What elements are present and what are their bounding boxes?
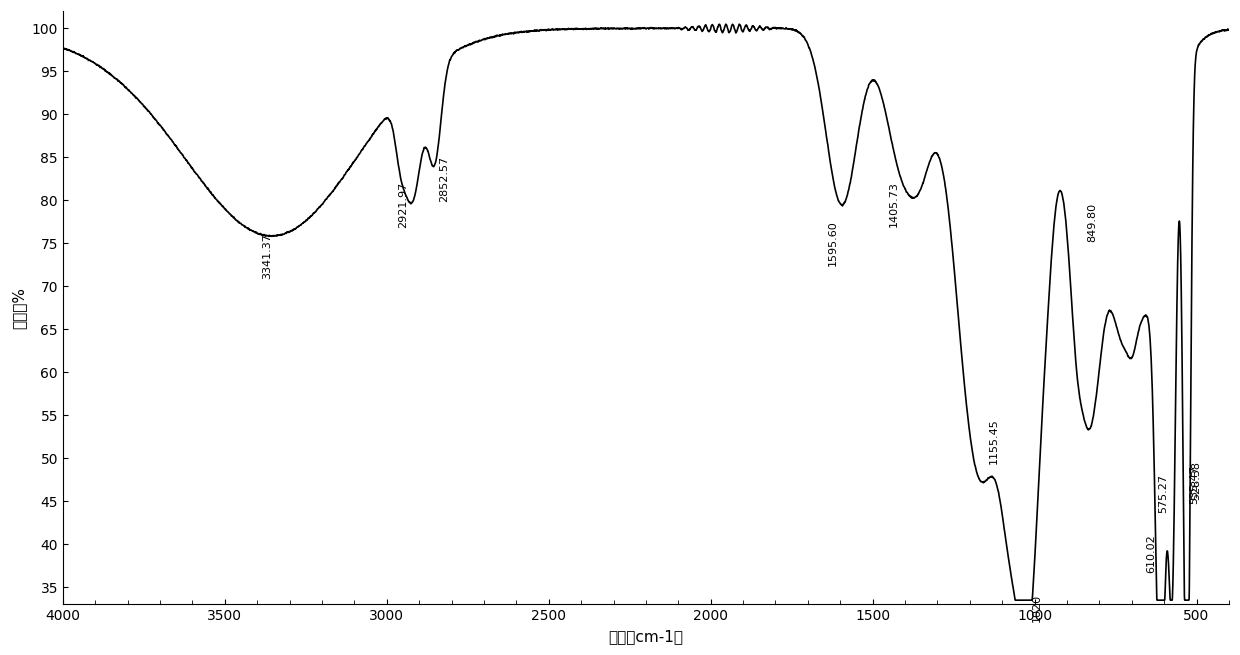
Text: 528.38: 528.38 <box>1192 461 1202 500</box>
Text: 1405.73: 1405.73 <box>889 181 899 227</box>
Y-axis label: 透光率%: 透光率% <box>11 287 26 329</box>
Text: 575.27: 575.27 <box>1158 474 1168 513</box>
Text: 1020: 1020 <box>1032 594 1043 622</box>
Text: 2852.57: 2852.57 <box>439 156 449 202</box>
Text: 1595.60: 1595.60 <box>827 220 837 266</box>
Text: 610.02: 610.02 <box>1147 534 1157 573</box>
X-axis label: 波数（cm-1）: 波数（cm-1） <box>609 629 683 644</box>
Text: 2921.97: 2921.97 <box>398 181 408 228</box>
Text: 535.47: 535.47 <box>1189 465 1199 504</box>
Text: 849.80: 849.80 <box>1087 203 1097 242</box>
Text: 3341.37: 3341.37 <box>262 233 272 279</box>
Text: 1155.45: 1155.45 <box>988 418 998 464</box>
